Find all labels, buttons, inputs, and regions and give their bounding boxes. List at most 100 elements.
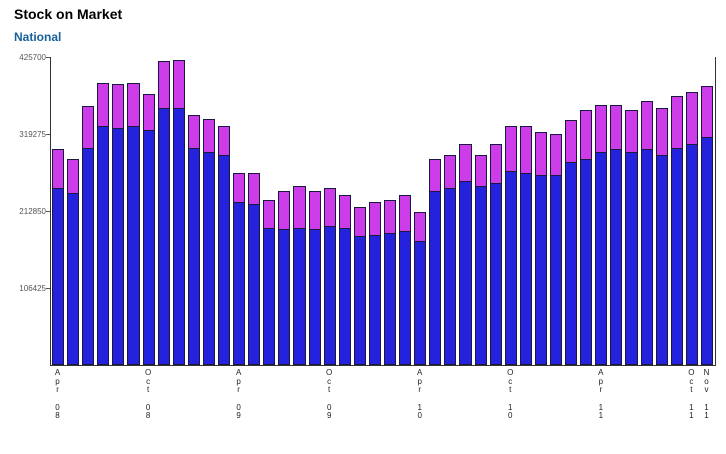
- y-axis-tick: [46, 211, 50, 212]
- bar-segment-magenta: [218, 126, 231, 156]
- bar-segment-blue: [655, 155, 668, 365]
- y-axis-label: 212850: [19, 207, 46, 216]
- bar-segment-blue: [414, 240, 427, 365]
- bar-segment-blue: [97, 126, 110, 365]
- bar: [278, 191, 291, 365]
- bar: [142, 93, 155, 365]
- bar-segment-blue: [670, 147, 683, 365]
- bar-segment-magenta: [338, 195, 351, 228]
- bar: [172, 59, 185, 365]
- bar-segment-magenta: [67, 158, 80, 193]
- bar: [248, 173, 261, 365]
- bar: [157, 61, 170, 365]
- bar-segment-magenta: [278, 191, 291, 229]
- bar: [82, 106, 95, 365]
- bar: [233, 173, 246, 365]
- bar: [489, 144, 502, 365]
- bar-segment-blue: [368, 234, 381, 365]
- bar-segment-magenta: [655, 108, 668, 156]
- bar: [308, 191, 321, 365]
- plot-area: [50, 57, 716, 366]
- bar-segment-magenta: [202, 119, 215, 152]
- y-axis-tick: [46, 288, 50, 289]
- bar-segment-magenta: [595, 104, 608, 152]
- bar: [263, 200, 276, 365]
- bar-segment-blue: [534, 175, 547, 365]
- bar-segment-blue: [580, 158, 593, 365]
- bar-segment-blue: [248, 204, 261, 365]
- bar-segment-magenta: [157, 61, 170, 109]
- bar-segment-magenta: [610, 104, 623, 150]
- bar: [504, 126, 517, 365]
- bar-segment-magenta: [414, 211, 427, 241]
- bar-segment-magenta: [263, 200, 276, 228]
- bar-segment-blue: [444, 187, 457, 365]
- bar-segment-magenta: [444, 155, 457, 188]
- bar-segment-magenta: [670, 95, 683, 148]
- bar-segment-magenta: [52, 149, 65, 188]
- bar-segment-blue: [565, 162, 578, 365]
- bar-segment-magenta: [127, 82, 140, 127]
- bar: [670, 95, 683, 365]
- bar-segment-magenta: [474, 155, 487, 186]
- bar-segment-magenta: [459, 144, 472, 181]
- bar: [534, 132, 547, 365]
- bar: [52, 149, 65, 365]
- bar-segment-magenta: [580, 110, 593, 159]
- bar-segment-blue: [338, 227, 351, 365]
- chart-subtitle: National: [14, 30, 62, 44]
- bar: [414, 211, 427, 365]
- bar-segment-magenta: [368, 202, 381, 235]
- bar: [640, 100, 653, 365]
- bar-segment-magenta: [248, 173, 261, 205]
- bar: [399, 194, 412, 365]
- bar: [444, 155, 457, 365]
- bar-segment-blue: [504, 171, 517, 365]
- bar-segment-magenta: [353, 207, 366, 237]
- bar-segment-blue: [610, 149, 623, 365]
- bar-segment-magenta: [293, 185, 306, 228]
- bar-segment-blue: [459, 180, 472, 365]
- bar-segment-magenta: [97, 82, 110, 127]
- bar-segment-magenta: [519, 126, 532, 174]
- bar-segment-blue: [308, 228, 321, 365]
- bar: [565, 120, 578, 365]
- bar-segment-blue: [384, 233, 397, 365]
- bar-segment-blue: [625, 151, 638, 365]
- bar-segment-magenta: [550, 133, 563, 176]
- bar-segment-magenta: [565, 120, 578, 163]
- bar: [112, 84, 125, 365]
- bar-segment-magenta: [142, 93, 155, 130]
- bar: [550, 133, 563, 365]
- bar-segment-blue: [187, 147, 200, 365]
- bar: [218, 126, 231, 365]
- bar-segment-blue: [489, 182, 502, 365]
- bar: [519, 126, 532, 365]
- bar-segment-magenta: [640, 100, 653, 150]
- y-axis-tick: [46, 134, 50, 135]
- bar-segment-blue: [399, 231, 412, 365]
- bar-segment-magenta: [323, 187, 336, 227]
- bar-segment-blue: [293, 227, 306, 365]
- bar: [202, 119, 215, 365]
- bar: [67, 158, 80, 365]
- bar: [187, 115, 200, 365]
- bar-segment-blue: [640, 149, 653, 365]
- bar-segment-blue: [172, 108, 185, 365]
- bar-segment-blue: [67, 192, 80, 365]
- bar-segment-magenta: [233, 173, 246, 203]
- bar-segment-magenta: [172, 59, 185, 109]
- bar: [459, 144, 472, 365]
- bar: [595, 104, 608, 365]
- bar-segment-blue: [127, 126, 140, 365]
- bar-segment-magenta: [489, 144, 502, 183]
- bar: [338, 195, 351, 365]
- bar-segment-magenta: [625, 110, 638, 152]
